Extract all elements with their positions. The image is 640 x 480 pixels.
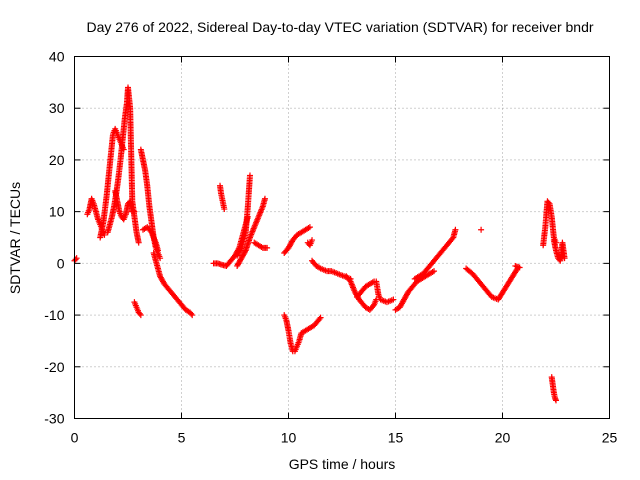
data-point bbox=[237, 246, 244, 253]
data-point bbox=[431, 268, 438, 275]
series-s29 bbox=[548, 374, 559, 404]
data-point bbox=[261, 195, 268, 202]
x-tick-label: 20 bbox=[495, 430, 511, 446]
series-s17 bbox=[281, 312, 324, 355]
series-s26 bbox=[512, 262, 523, 271]
data-point bbox=[317, 314, 324, 321]
data-point bbox=[188, 310, 195, 317]
series-s03 bbox=[97, 125, 127, 241]
y-tick-label: -10 bbox=[44, 307, 64, 323]
series-s01 bbox=[71, 255, 80, 264]
data-point bbox=[189, 312, 196, 319]
series-s25 bbox=[478, 226, 485, 233]
grid bbox=[74, 56, 610, 419]
data-point bbox=[452, 226, 459, 233]
y-tick-label: 0 bbox=[57, 255, 65, 271]
x-axis-label: GPS time / hours bbox=[289, 456, 396, 472]
series-s12 bbox=[234, 172, 253, 259]
data-point bbox=[553, 397, 559, 404]
y-tick-label: -20 bbox=[44, 359, 64, 375]
y-tick-label: 40 bbox=[49, 49, 65, 65]
data-point bbox=[390, 296, 397, 303]
data-point bbox=[136, 310, 143, 317]
series-s07 bbox=[137, 146, 164, 262]
y-axis-label: SDTVAR / TECUs bbox=[7, 182, 23, 294]
y-tick-label: 30 bbox=[49, 100, 65, 116]
series-s20 bbox=[353, 278, 378, 300]
data-point bbox=[241, 248, 248, 255]
data-point bbox=[131, 208, 138, 215]
series-s09 bbox=[150, 250, 196, 319]
series-s14 bbox=[251, 239, 271, 251]
ticks: 0 5 10 15 20 25 -30 -20 -10 0 10 20 30 40 bbox=[44, 49, 617, 446]
data-point bbox=[516, 264, 523, 271]
series-s05 bbox=[112, 187, 138, 223]
data-point bbox=[561, 255, 568, 262]
data-point bbox=[306, 224, 313, 231]
data-point bbox=[135, 239, 142, 246]
data-points bbox=[71, 84, 568, 404]
x-tick-label: 10 bbox=[281, 430, 297, 446]
series-s27 bbox=[540, 198, 559, 249]
plot-frame bbox=[74, 56, 610, 419]
y-tick-label: 10 bbox=[49, 204, 65, 220]
series-s21 bbox=[373, 278, 397, 306]
data-point bbox=[154, 247, 161, 254]
data-point bbox=[221, 206, 228, 213]
series-s28 bbox=[550, 237, 568, 264]
series-s08 bbox=[139, 224, 161, 254]
series-s22 bbox=[392, 268, 438, 313]
series-s23 bbox=[411, 226, 459, 282]
y-tick-label: 20 bbox=[49, 152, 65, 168]
x-tick-label: 25 bbox=[602, 430, 618, 446]
x-tick-label: 0 bbox=[71, 430, 79, 446]
series-s24 bbox=[463, 265, 521, 303]
data-point bbox=[246, 172, 253, 179]
data-point bbox=[316, 315, 323, 322]
chart-title: Day 276 of 2022, Sidereal Day-to-day VTE… bbox=[86, 19, 593, 35]
series-s11 bbox=[217, 182, 228, 213]
y-tick-label: -30 bbox=[44, 411, 64, 427]
data-point bbox=[264, 244, 271, 251]
x-tick-label: 15 bbox=[388, 430, 404, 446]
data-point bbox=[309, 237, 316, 244]
series-s06 bbox=[131, 299, 144, 319]
series-s15 bbox=[281, 224, 313, 257]
data-point bbox=[545, 199, 552, 206]
data-point bbox=[157, 255, 164, 262]
data-point bbox=[478, 226, 485, 233]
series-s16 bbox=[304, 237, 316, 249]
series-s13 bbox=[234, 195, 268, 269]
data-point bbox=[72, 256, 79, 263]
x-tick-label: 5 bbox=[178, 430, 186, 446]
data-point bbox=[137, 312, 144, 319]
series-s19 bbox=[343, 273, 380, 313]
data-point bbox=[370, 303, 377, 310]
